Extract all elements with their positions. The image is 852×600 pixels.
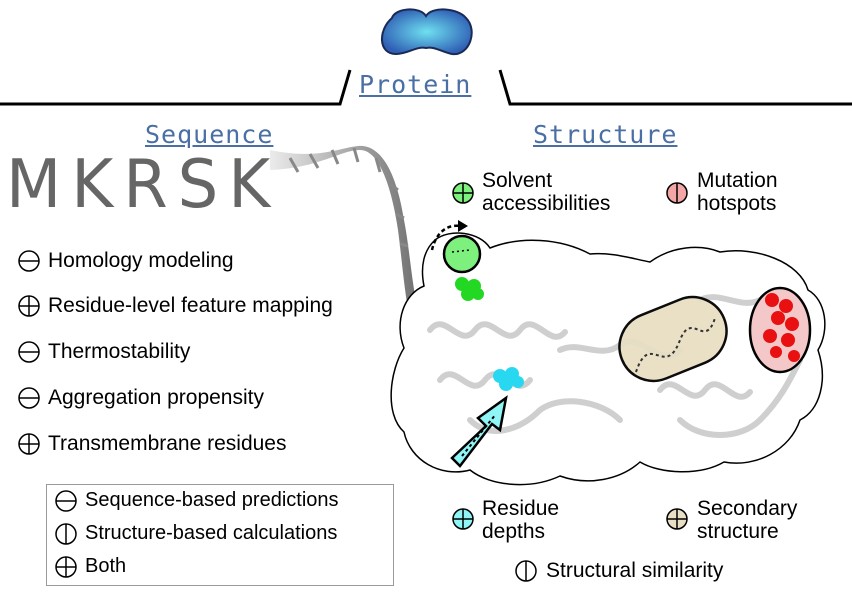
similarity-symbol-icon (515, 560, 537, 582)
feature-item: Residue-level feature mapping (18, 294, 333, 318)
solvent-arrowhead (458, 220, 468, 232)
feature-label: Thermostability (48, 340, 191, 363)
protein-blob-icon (381, 8, 473, 56)
secondary-symbol-icon (666, 508, 688, 530)
solvent-arrow (430, 224, 461, 251)
sequence-symbol-icon (55, 489, 77, 512)
label-structural-similarity: Structural similarity (546, 559, 724, 582)
section-sequence: Sequence (145, 120, 274, 149)
label-solvent-accessibilities: Solvent accessibilities (482, 169, 611, 215)
secondary-structure-capsule (618, 295, 728, 383)
header-rule (0, 69, 852, 106)
label-residue-depths: Residue depths (482, 497, 560, 543)
solvent-probe-circle (442, 234, 482, 274)
sequence-symbol-icon (18, 341, 40, 363)
feature-label: Residue-level feature mapping (48, 294, 333, 317)
label-mutation-hotspots: Mutation hotspots (697, 169, 778, 215)
both-symbol-icon (55, 555, 77, 578)
legend-label: Structure-based calculations (85, 522, 338, 544)
feature-item: Transmembrane residues (18, 432, 287, 456)
both-symbol-icon (18, 295, 40, 317)
legend-label: Sequence-based predictions (85, 489, 339, 511)
legend-label: Both (85, 555, 127, 577)
feature-label: Aggregation propensity (48, 386, 264, 409)
structure-symbol-icon (55, 522, 77, 545)
depth-arrow (450, 395, 508, 468)
legend-box: Sequence-based predictions Structure-base… (46, 484, 394, 586)
mutation-symbol-icon (666, 182, 688, 204)
solvent-probe-dots (451, 249, 471, 253)
solvent-residues (455, 277, 484, 301)
sequence-symbol-icon (18, 250, 40, 272)
section-structure: Structure (533, 120, 678, 149)
depth-symbol-icon (452, 508, 474, 530)
legend-item: Sequence-based predictions (55, 489, 339, 512)
legend-item: Structure-based calculations (55, 522, 337, 545)
feature-item: Thermostability (18, 340, 190, 364)
sequence-ribbon (270, 145, 420, 320)
label-secondary-structure: Secondary structure (697, 497, 798, 543)
mutation-hotspot-ellipse (748, 286, 812, 374)
legend-item: Both (55, 555, 126, 578)
ribbon-stripes (288, 147, 409, 248)
feature-item: Homology modeling (18, 249, 234, 273)
feature-label: Transmembrane residues (48, 432, 287, 455)
feature-item: Aggregation propensity (18, 386, 264, 410)
feature-label: Homology modeling (48, 249, 234, 272)
solvent-symbol-icon (452, 182, 474, 204)
sequence-symbol-icon (18, 387, 40, 409)
both-symbol-icon (18, 433, 40, 455)
depth-residues (493, 367, 524, 391)
mutation-residues (763, 293, 800, 362)
header-title: Protein (359, 70, 472, 99)
sequence-letters: MKRSK (6, 146, 281, 224)
